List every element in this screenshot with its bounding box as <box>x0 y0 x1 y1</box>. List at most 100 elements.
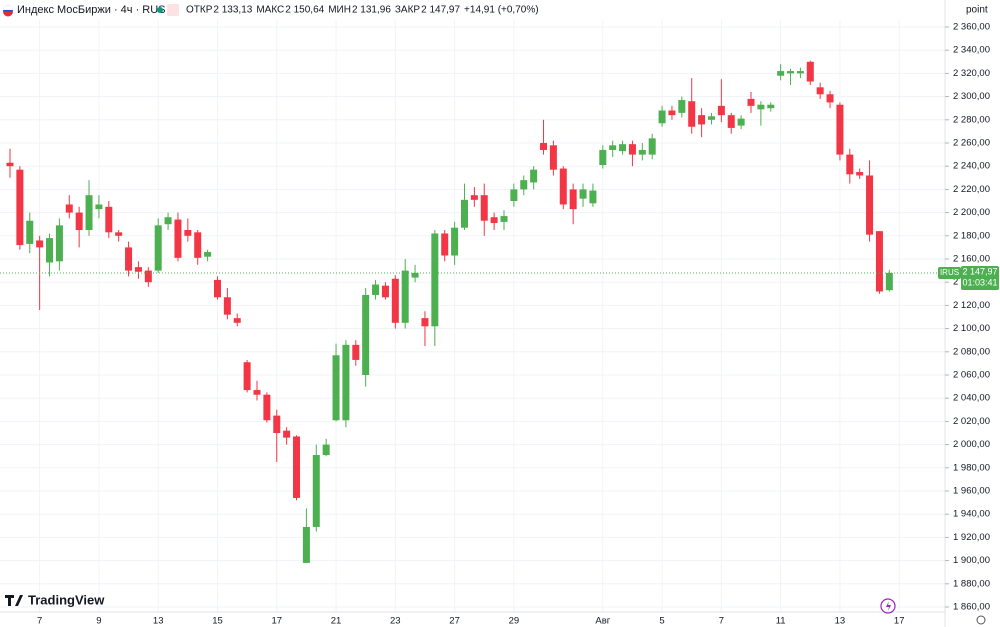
candle-body <box>836 104 844 155</box>
y-tick-label: 2 040,00 <box>953 393 990 404</box>
y-axis-label: point <box>966 5 988 16</box>
candle-body <box>362 294 370 375</box>
legend-value: 2 150,64 <box>285 5 324 16</box>
candle-body <box>372 284 380 295</box>
settings-icon[interactable] <box>976 615 986 625</box>
status-dot <box>157 7 163 13</box>
last-price-box <box>961 265 999 290</box>
x-tick-label: 13 <box>835 616 846 627</box>
candle-body <box>540 143 548 150</box>
y-tick-label: 2 280,00 <box>953 114 990 125</box>
y-tick-label: 2 320,00 <box>953 68 990 79</box>
candle-body <box>480 195 488 221</box>
logo: TradingView <box>5 592 105 607</box>
y-tick-label: 2 360,00 <box>953 22 990 33</box>
candle-body <box>856 172 864 176</box>
candle-body <box>866 175 874 235</box>
y-tick-label: 2 240,00 <box>953 161 990 172</box>
status-badge <box>167 4 179 16</box>
candle-body <box>16 169 24 246</box>
y-tick-label: 2 340,00 <box>953 45 990 56</box>
symbol-tag: IRUS <box>940 268 959 277</box>
candle-body <box>737 118 745 126</box>
watermark: TradingView <box>28 592 105 607</box>
ohlc-legend: ОТКР 2 133,13 МАКС 2 150,64 МИН 2 131,96 ЗАКР 2… <box>186 5 539 16</box>
candle-body <box>204 252 212 257</box>
legend-change: +14,91 (+0,70%) <box>464 5 539 16</box>
candle-body <box>628 144 636 155</box>
candle-body <box>65 204 73 213</box>
candle-body <box>846 154 854 175</box>
x-tick-label: 17 <box>271 616 282 627</box>
x-tick-label: 29 <box>509 616 520 627</box>
y-tick-label: 1 880,00 <box>953 578 990 589</box>
x-tick-label: 7 <box>719 616 724 627</box>
countdown: 01:03:41 <box>962 277 997 287</box>
flag-icon-top <box>3 5 13 10</box>
candle-body <box>451 227 459 256</box>
candle-body <box>826 94 834 103</box>
candle-body <box>648 138 656 155</box>
y-tick-label: 2 080,00 <box>953 346 990 357</box>
candle-body <box>757 104 765 110</box>
candle-body <box>559 168 567 205</box>
candle-body <box>194 232 202 258</box>
candle-body <box>184 230 192 236</box>
legend-label: ЗАКР <box>395 5 421 16</box>
candle-body <box>273 415 281 433</box>
candle-body <box>787 71 795 74</box>
candle-body <box>885 272 893 291</box>
legend-value: 2 147,97 <box>421 5 460 16</box>
candle-body <box>441 233 449 256</box>
candle-body <box>777 71 785 76</box>
x-tick-label: Авг <box>595 616 610 627</box>
candle-body <box>332 355 340 421</box>
candle-body <box>115 232 123 236</box>
candle-body <box>85 195 93 230</box>
candle-body <box>6 162 14 167</box>
candle-body <box>530 169 538 183</box>
alert-icon[interactable] <box>880 598 896 614</box>
candle-body <box>678 100 686 113</box>
y-tick-label: 2 180,00 <box>953 230 990 241</box>
chart-title: Индекс МосБиржи · 4ч · RUS <box>17 4 166 16</box>
candle-body <box>875 231 883 292</box>
y-tick-label: 2 060,00 <box>953 370 990 381</box>
candle-body <box>638 149 646 155</box>
candle-body <box>609 145 617 150</box>
candle-body <box>75 212 83 230</box>
x-tick-label: 17 <box>894 616 905 627</box>
candle-body <box>125 247 133 271</box>
last-price-label: 2 147,97 <box>962 266 997 276</box>
candle-body <box>767 104 775 109</box>
candle-body <box>579 189 587 199</box>
x-tick-label: 13 <box>153 616 164 627</box>
candle-body <box>46 238 54 263</box>
candle-body <box>589 190 597 204</box>
candle-body <box>134 267 142 272</box>
candle-body <box>500 216 508 222</box>
x-tick-label: 23 <box>390 616 401 627</box>
legend-value: 2 133,13 <box>213 5 252 16</box>
y-tick-label: 1 920,00 <box>953 532 990 543</box>
legend-label: ОТКР <box>186 5 213 16</box>
x-tick-label: 27 <box>449 616 460 627</box>
x-tick-label: 11 <box>776 616 786 627</box>
candle-body <box>658 110 666 124</box>
legend-label: МИН <box>328 5 351 16</box>
candle-body <box>154 225 162 271</box>
y-tick-label: 2 200,00 <box>953 207 990 218</box>
candle-body <box>105 206 113 233</box>
candle-body <box>233 318 241 323</box>
candle-body <box>707 116 715 120</box>
candle-body <box>431 233 439 327</box>
candle-body <box>668 110 676 116</box>
candle-body <box>470 195 478 200</box>
candle-body <box>619 144 627 152</box>
candle-body <box>421 318 429 327</box>
candle-body <box>352 344 360 360</box>
y-tick-label: 1 940,00 <box>953 509 990 520</box>
y-tick-label: 1 980,00 <box>953 462 990 473</box>
